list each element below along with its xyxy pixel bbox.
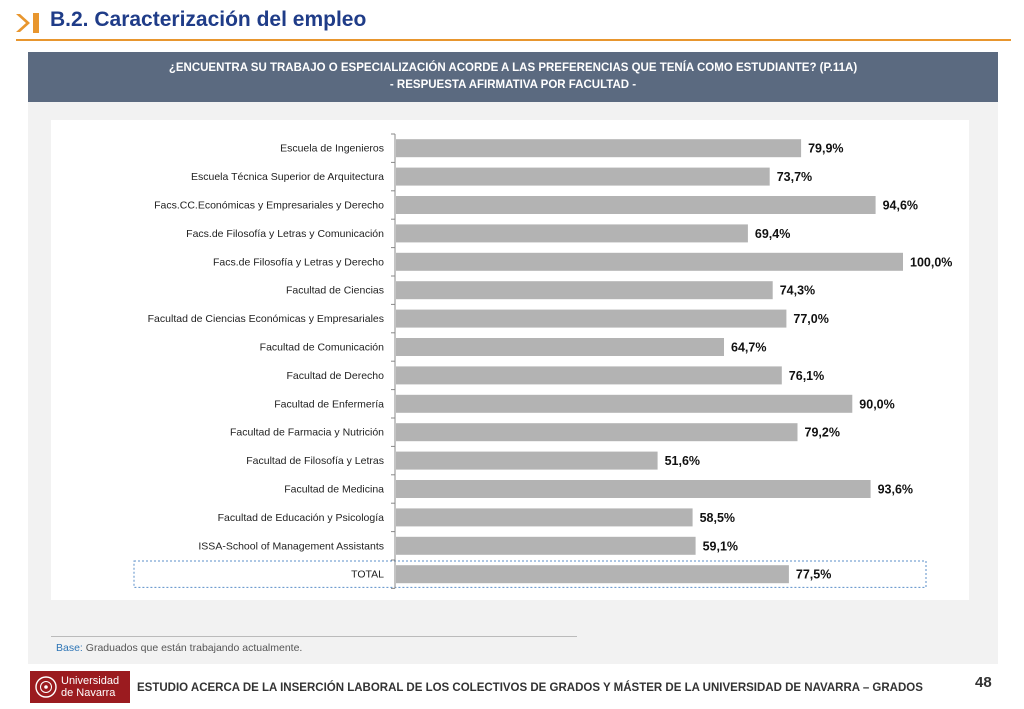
top-bar: B.2. Caracterización del empleo [0, 0, 1024, 44]
bar [396, 480, 871, 498]
note-divider [51, 636, 577, 637]
category-label: ISSA-School of Management Assistants [198, 540, 384, 552]
page-number: 48 [975, 674, 992, 691]
question-text: ¿ENCUENTRA SU TRABAJO O ESPECIALIZACIÓN … [168, 62, 858, 74]
data-label: 59,1% [703, 539, 738, 553]
data-label: 100,0% [910, 255, 952, 269]
category-label: Facultad de Comunicación [260, 342, 384, 354]
category-label: Facultad de Medicina [284, 484, 384, 496]
base-note: Base: Graduados que están trabajando act… [56, 642, 302, 654]
data-label: 74,3% [780, 284, 815, 298]
bar [396, 423, 798, 442]
title-divider [16, 39, 1011, 41]
chevron-logo-icon [16, 13, 39, 33]
category-label: TOTAL [351, 569, 384, 581]
data-label: 79,9% [808, 142, 843, 156]
data-label: 51,6% [665, 454, 700, 468]
data-label: 69,4% [755, 227, 790, 241]
university-logo: Universidad de Navarra [30, 671, 130, 703]
category-label: Facultad de Ciencias Económicas y Empres… [148, 313, 384, 325]
page-title: B.2. Caracterización del empleo [50, 8, 367, 31]
bar [396, 508, 693, 527]
bar-chart: Escuela de Ingenieros 79,9% Escuela Técnic… [133, 133, 952, 589]
bar [396, 338, 724, 356]
question-header: ¿ENCUENTRA SU TRABAJO O ESPECIALIZACIÓN … [28, 52, 998, 102]
data-label: 77,0% [793, 312, 828, 326]
data-label: 90,0% [859, 397, 894, 411]
question-subtitle: - RESPUESTA AFIRMATIVA POR FACULTAD - [389, 79, 637, 91]
category-label: Facultad de Filosofía y Letras [246, 455, 384, 467]
base-note-text: Graduados que están trabajando actualmen… [82, 642, 303, 654]
bar [396, 167, 770, 186]
crest-icon [35, 676, 57, 698]
data-label: 93,6% [878, 483, 913, 497]
category-label: Facs.CC.Económicas y Empresariales y Der… [154, 200, 384, 212]
base-note-label: Base: [56, 642, 83, 654]
category-label: Facultad de Farmacia y Nutrición [230, 427, 384, 439]
bar [396, 252, 903, 271]
footer-text: ESTUDIO ACERCA DE LA INSERCIÓN LABORAL D… [137, 682, 923, 694]
logo-line-2: de Navarra [61, 687, 116, 699]
category-label: Facultad de Educación y Psicología [218, 512, 385, 524]
bar [396, 565, 789, 584]
category-label: Escuela Técnica Superior de Arquitectura [191, 171, 384, 183]
category-label: Escuela de Ingenieros [280, 143, 384, 155]
category-label: Facultad de Enfermería [274, 398, 384, 410]
bar [396, 139, 802, 158]
category-label: Facs.de Filosofía y Letras y Comunicació… [186, 228, 384, 240]
bar [396, 224, 748, 243]
bar [396, 451, 658, 470]
bar [396, 394, 853, 413]
category-label: Facultad de Ciencias [286, 285, 384, 297]
bar [396, 366, 782, 385]
data-label: 79,2% [805, 426, 840, 440]
chart-area: Escuela de Ingenieros 79,9% Escuela Técnic… [51, 120, 969, 600]
bar [396, 536, 696, 555]
bar [396, 309, 787, 328]
data-label: 76,1% [789, 369, 824, 383]
data-label: 77,5% [796, 568, 831, 582]
logo-line-1: Universidad [61, 675, 120, 687]
total-highlight-box [133, 560, 927, 588]
data-label: 64,7% [731, 341, 766, 355]
data-label: 73,7% [777, 170, 812, 184]
data-label: 58,5% [700, 511, 735, 525]
category-label: Facultad de Derecho [287, 370, 385, 382]
bar [396, 196, 876, 214]
bar [396, 281, 773, 300]
logo-text: Universidad de Navarra [61, 675, 119, 699]
category-label: Facs.de Filosofía y Letras y Derecho [213, 256, 384, 268]
data-label: 94,6% [883, 199, 918, 213]
